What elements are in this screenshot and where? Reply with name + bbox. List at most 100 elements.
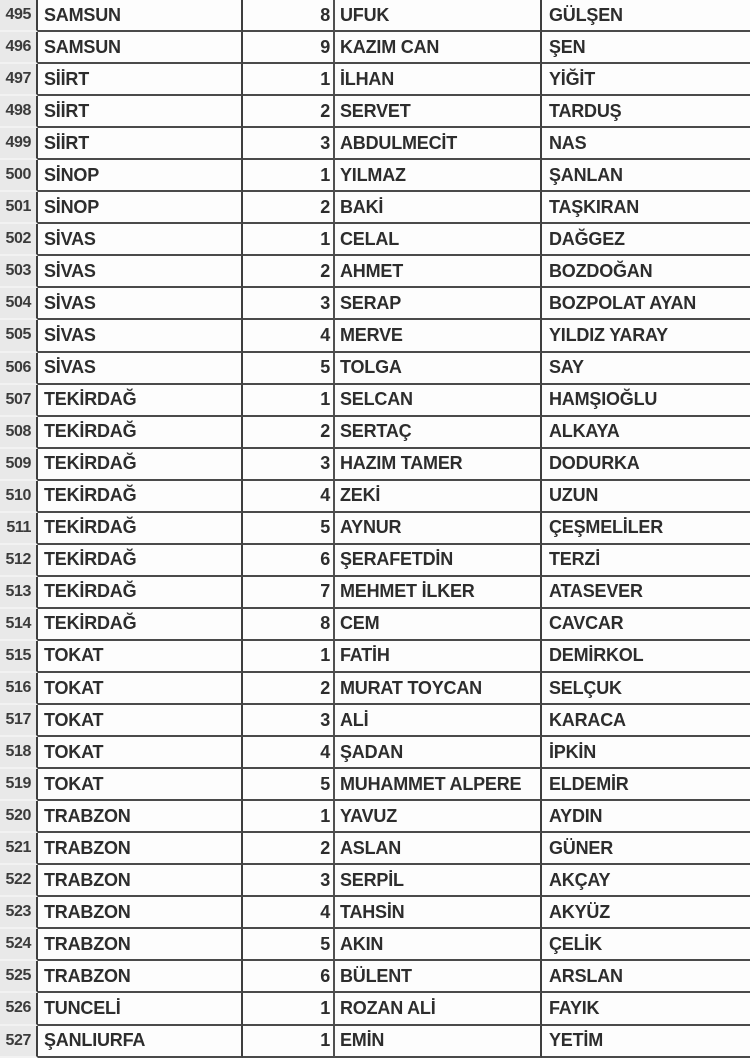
province-cell[interactable]: TOKAT [38,705,243,738]
list-order-cell[interactable]: 3 [243,865,335,898]
province-cell[interactable]: TRABZON [38,833,243,866]
first-name-cell[interactable]: SERPİL [335,865,542,898]
province-cell[interactable]: TRABZON [38,801,243,834]
row-number-header[interactable]: 516 [0,672,38,706]
province-cell[interactable]: TEKİRDAĞ [38,512,243,545]
row-number-header[interactable]: 511 [0,512,38,545]
row-number-header[interactable]: 504 [0,288,38,321]
row-number-header[interactable]: 497 [0,64,38,97]
first-name-cell[interactable]: ŞADAN [335,737,542,770]
row-number-header[interactable]: 509 [0,448,38,481]
first-name-cell[interactable]: ABDULMECİT [335,128,542,161]
province-cell[interactable]: TEKİRDAĞ [38,448,243,481]
first-name-cell[interactable]: UFUK [335,0,542,33]
list-order-cell[interactable]: 3 [243,705,335,738]
province-cell[interactable]: TEKİRDAĞ [38,544,243,577]
row-number-header[interactable]: 495 [0,0,38,33]
first-name-cell[interactable]: EMİN [335,1025,542,1058]
list-order-cell[interactable]: 3 [243,288,335,321]
row-number-header[interactable]: 500 [0,160,38,193]
first-name-cell[interactable]: YILMAZ [335,160,542,193]
province-cell[interactable]: TEKİRDAĞ [38,384,243,417]
row-number-header[interactable]: 507 [0,384,38,417]
last-name-cell[interactable]: YETİM [542,1025,750,1058]
last-name-cell[interactable]: ÇEŞMELİLER [542,512,750,545]
first-name-cell[interactable]: ŞERAFETDİN [335,544,542,577]
last-name-cell[interactable]: AYDIN [542,801,750,834]
first-name-cell[interactable]: ZEKİ [335,480,542,513]
first-name-cell[interactable]: YAVUZ [335,801,542,834]
last-name-cell[interactable]: ELDEMİR [542,769,750,802]
row-number-header[interactable]: 508 [0,416,38,449]
row-number-header[interactable]: 526 [0,993,38,1026]
row-number-header[interactable]: 517 [0,705,38,738]
first-name-cell[interactable]: HAZIM TAMER [335,448,542,481]
province-cell[interactable]: TOKAT [38,640,243,673]
list-order-cell[interactable]: 6 [243,544,335,577]
province-cell[interactable]: ŞANLIURFA [38,1025,243,1058]
province-cell[interactable]: TOKAT [38,737,243,770]
row-number-header[interactable]: 524 [0,929,38,962]
row-number-header[interactable]: 514 [0,608,38,641]
province-cell[interactable]: TEKİRDAĞ [38,480,243,513]
last-name-cell[interactable]: GÜNER [542,833,750,866]
row-number-header[interactable]: 498 [0,96,38,129]
list-order-cell[interactable]: 4 [243,737,335,770]
row-number-header[interactable]: 505 [0,320,38,353]
province-cell[interactable]: SİİRT [38,96,243,129]
row-number-header[interactable]: 519 [0,769,38,802]
row-number-header[interactable]: 510 [0,480,38,513]
list-order-cell[interactable]: 8 [243,0,335,33]
last-name-cell[interactable]: CAVCAR [542,608,750,641]
row-number-header[interactable]: 513 [0,576,38,609]
first-name-cell[interactable]: ALİ [335,705,542,738]
first-name-cell[interactable]: BÜLENT [335,961,542,994]
province-cell[interactable]: TRABZON [38,961,243,994]
last-name-cell[interactable]: NAS [542,128,750,161]
last-name-cell[interactable]: TARDUŞ [542,96,750,129]
last-name-cell[interactable]: ARSLAN [542,961,750,994]
first-name-cell[interactable]: SELCAN [335,384,542,417]
first-name-cell[interactable]: SERVET [335,96,542,129]
province-cell[interactable]: SİNOP [38,160,243,193]
row-number-header[interactable]: 520 [0,801,38,834]
list-order-cell[interactable]: 3 [243,448,335,481]
list-order-cell[interactable]: 1 [243,224,335,257]
first-name-cell[interactable]: CEM [335,608,542,641]
province-cell[interactable]: SİVAS [38,320,243,353]
last-name-cell[interactable]: YILDIZ YARAY [542,320,750,353]
list-order-cell[interactable]: 1 [243,384,335,417]
list-order-cell[interactable]: 2 [243,96,335,129]
province-cell[interactable]: SİİRT [38,64,243,97]
first-name-cell[interactable]: TOLGA [335,352,542,385]
list-order-cell[interactable]: 7 [243,576,335,609]
last-name-cell[interactable]: ÇELİK [542,929,750,962]
last-name-cell[interactable]: ATASEVER [542,576,750,609]
list-order-cell[interactable]: 4 [243,480,335,513]
province-cell[interactable]: SAMSUN [38,0,243,33]
last-name-cell[interactable]: UZUN [542,480,750,513]
last-name-cell[interactable]: FAYIK [542,993,750,1026]
first-name-cell[interactable]: ROZAN ALİ [335,993,542,1026]
province-cell[interactable]: TUNCELİ [38,993,243,1026]
row-number-header[interactable]: 515 [0,640,38,673]
first-name-cell[interactable]: SERTAÇ [335,416,542,449]
last-name-cell[interactable]: DAĞGEZ [542,224,750,257]
list-order-cell[interactable]: 2 [243,416,335,449]
last-name-cell[interactable]: TERZİ [542,544,750,577]
list-order-cell[interactable]: 1 [243,64,335,97]
province-cell[interactable]: TRABZON [38,865,243,898]
row-number-header[interactable]: 525 [0,961,38,994]
first-name-cell[interactable]: SERAP [335,288,542,321]
province-cell[interactable]: TEKİRDAĞ [38,608,243,641]
row-number-header[interactable]: 522 [0,865,38,898]
last-name-cell[interactable]: DODURKA [542,448,750,481]
province-cell[interactable]: SİVAS [38,352,243,385]
list-order-cell[interactable]: 5 [243,769,335,802]
list-order-cell[interactable]: 3 [243,128,335,161]
last-name-cell[interactable]: HAMŞIOĞLU [542,384,750,417]
province-cell[interactable]: SİVAS [38,224,243,257]
list-order-cell[interactable]: 6 [243,961,335,994]
last-name-cell[interactable]: ŞANLAN [542,160,750,193]
row-number-header[interactable]: 501 [0,192,38,225]
